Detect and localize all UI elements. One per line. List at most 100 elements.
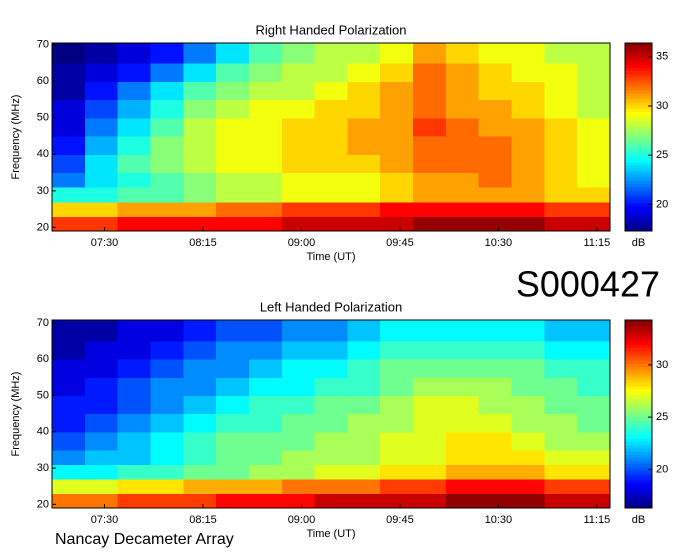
heatmap-cell (577, 413, 611, 433)
heatmap-cell (52, 478, 86, 494)
heatmap-cell (314, 377, 348, 396)
heatmap-cell (183, 359, 217, 378)
heatmap-cell (183, 187, 217, 203)
heatmap-cell (413, 431, 447, 451)
colorbar-swatch (625, 118, 652, 122)
heatmap-cell (183, 395, 217, 415)
colorbar-swatch (625, 227, 652, 232)
colorbar-swatch (625, 177, 652, 182)
heatmap-cell (445, 413, 480, 433)
colorbar-swatch (625, 86, 652, 91)
heatmap-cell (84, 493, 119, 509)
heatmap-cell (544, 117, 578, 137)
heatmap-cell (413, 320, 447, 342)
heatmap-cell (413, 117, 447, 137)
heatmap-cell (478, 154, 513, 174)
heatmap-cell (511, 172, 545, 188)
heatmap-cell (544, 413, 578, 433)
x-tick-label: 11:15 (584, 237, 611, 249)
heatmap-cell (150, 43, 184, 64)
colorbar-swatch (625, 376, 652, 381)
colorbar-swatch (625, 55, 652, 60)
heatmap-cell (544, 478, 578, 494)
heatmap-cell (117, 395, 151, 415)
heatmap-cell (84, 464, 119, 480)
colorbar-swatch (625, 190, 652, 194)
heatmap-cell (511, 63, 545, 82)
heatmap-cell (216, 359, 250, 378)
heatmap-cell (281, 63, 316, 82)
heatmap-cell (150, 320, 184, 342)
heatmap-cell (281, 216, 316, 232)
colorbar-swatch (625, 486, 652, 490)
colorbar-tick-label: 30 (656, 359, 668, 371)
heatmap-cell (511, 478, 545, 494)
heatmap-cell (183, 341, 217, 360)
heatmap-cell (478, 478, 513, 494)
heatmap-cell (84, 341, 119, 360)
colorbar-swatch (625, 501, 652, 506)
footer: Nancay Decameter Array (55, 531, 234, 548)
colorbar-swatch (625, 329, 652, 334)
colorbar-swatch (625, 96, 652, 100)
x-tick-label: 10:30 (485, 514, 513, 526)
heatmap-cell (52, 81, 86, 101)
heatmap-cell (544, 81, 578, 101)
colorbar-swatch (625, 417, 652, 421)
heatmap-cell (445, 81, 480, 101)
heatmap-cell (544, 154, 578, 174)
colorbar-swatch (625, 360, 652, 365)
heatmap-cell (248, 395, 283, 415)
heatmap-cell (478, 464, 513, 480)
heatmap-cell (314, 464, 348, 480)
heatmap-cell (183, 431, 217, 451)
heatmap-cell (445, 136, 480, 155)
heatmap-cell (248, 464, 283, 480)
heatmap-cell (183, 63, 217, 82)
x-tick-label: 09:45 (386, 514, 414, 526)
heatmap-cell (216, 377, 250, 396)
heatmap-cell (544, 493, 578, 509)
heatmap-cell (314, 395, 348, 415)
colorbar-swatch (625, 158, 652, 163)
colorbar-tick-label: 25 (656, 149, 668, 161)
heatmap-cell (84, 99, 119, 119)
heatmap-cell (150, 154, 184, 174)
colorbar-tick-label: 20 (656, 198, 668, 210)
heatmap-cell (511, 81, 545, 101)
heatmap-cell (380, 449, 414, 465)
heatmap-cell (150, 172, 184, 188)
heatmap-cell (511, 99, 545, 119)
heatmap-cell (117, 201, 151, 217)
heatmap-cell (150, 216, 184, 232)
heatmap-cell (216, 431, 250, 451)
colorbar-swatch (625, 335, 652, 340)
heatmap-cell (413, 154, 447, 174)
colorbar-swatch (625, 140, 652, 144)
heatmap-cell (216, 449, 250, 465)
colorbar-swatch (625, 348, 652, 352)
heatmap-cell (380, 377, 414, 396)
heatmap-cell (577, 359, 611, 378)
heatmap-cell (183, 99, 217, 119)
colorbar-swatch (625, 64, 652, 69)
heatmap-cell (52, 395, 86, 415)
heatmap-cell (413, 493, 447, 509)
colorbar-swatch (625, 149, 652, 154)
heatmap-cell (248, 216, 283, 232)
heatmap-cell (544, 216, 578, 232)
heatmap-cell (413, 99, 447, 119)
heatmap-cell (117, 43, 151, 64)
heatmap-cell (183, 201, 217, 217)
heatmap-cell (413, 413, 447, 433)
heatmap-cell (183, 413, 217, 433)
heatmap-cell (544, 43, 578, 64)
colorbar-swatch (625, 68, 652, 72)
heatmap-cell (84, 359, 119, 378)
colorbar-tick-label: 25 (656, 411, 668, 423)
chart-title: Right Handed Polarization (255, 22, 406, 37)
colorbar-swatch (625, 473, 652, 478)
heatmap-cell (52, 99, 86, 119)
heatmap-cell (281, 81, 316, 101)
heatmap-cell (478, 359, 513, 378)
